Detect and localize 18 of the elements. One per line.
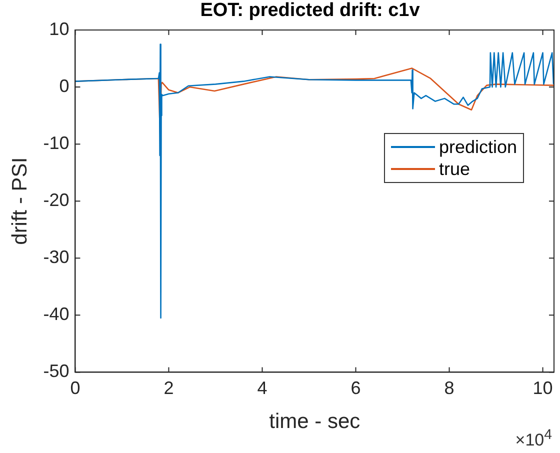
y-tick-label: -50 <box>43 361 70 382</box>
y-tick-label: 0 <box>59 76 70 96</box>
legend-label: true <box>438 158 470 180</box>
x-tick-label: 2 <box>164 378 174 398</box>
x-axis-title: time - sec <box>269 410 360 434</box>
chart-title: EOT: predicted drift: c1v <box>200 0 420 21</box>
legend-label: prediction <box>438 136 517 158</box>
y-tick-label: -40 <box>43 304 70 324</box>
y-tick-label: -10 <box>43 133 70 154</box>
x-tick-label: 6 <box>350 378 361 398</box>
y-tick-label: -20 <box>43 190 70 210</box>
x-tick-label: 10 <box>532 378 553 398</box>
x-tick-label: 8 <box>444 378 454 398</box>
y-tick-label: -30 <box>43 247 70 268</box>
x-tick-label: 4 <box>257 378 268 398</box>
y-tick-label: 10 <box>49 18 70 39</box>
text: ×10$^{4}$ <box>515 427 552 451</box>
y-axis-title: drift - PSI <box>8 157 32 245</box>
